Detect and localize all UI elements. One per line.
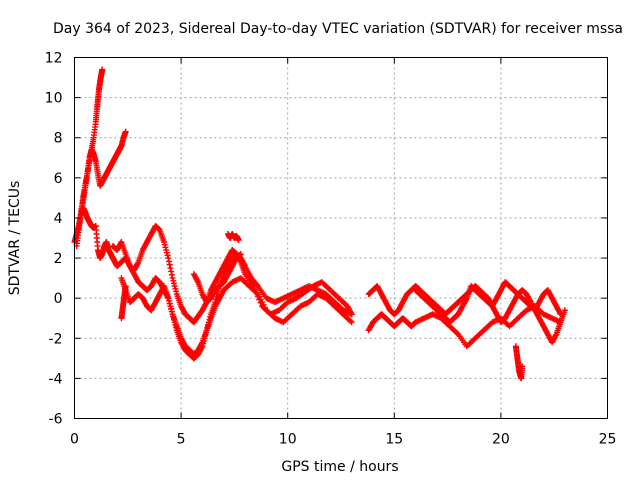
plot-frame [74,57,608,419]
y-tick-label: -6 [49,412,63,428]
grid-layer [74,57,608,419]
data-point [561,307,568,314]
x-tick-label: 0 [70,432,79,448]
y-tick-label: 8 [54,131,63,147]
y-axis-label: SDTVAR / TECUs [7,181,23,296]
data-point [166,261,173,268]
y-tick-label: 6 [54,171,63,187]
series-s10 [365,303,564,350]
x-tick-label: 15 [385,432,403,448]
y-tick-label: -2 [49,331,63,347]
data-point [557,311,564,318]
data-point [168,268,175,275]
tick-labels-layer: 0 5 10 15 20 25 -6 -4 -2 0 2 4 6 8 10 12 [45,51,617,448]
points-layer [71,66,568,382]
data-point [519,363,526,370]
x-tick-label: 5 [177,432,186,448]
data-point [99,66,106,73]
data-point [122,283,129,290]
y-tick-label: 10 [45,91,63,107]
series-s6 [190,251,244,306]
x-axis-label: GPS time / hours [281,459,398,475]
y-tick-label: -4 [49,371,63,387]
y-tick-label: 2 [54,251,63,267]
data-point [165,255,172,262]
y-tick-label: 4 [54,211,63,227]
series-s3 [73,204,355,362]
data-point [167,265,174,272]
data-point [235,237,242,244]
series-s7 [225,230,242,244]
series-s11 [412,279,564,326]
y-tick-label: 12 [45,51,63,67]
y-tick-label: 0 [54,291,63,307]
chart-title: Day 364 of 2023, Sidereal Day-to-day VTE… [53,21,623,37]
data-point [237,251,244,258]
x-tick-label: 20 [492,432,510,448]
x-tick-label: 10 [279,432,297,448]
series-s5 [118,275,355,358]
data-point [348,311,355,318]
data-point [348,319,355,326]
series-s12 [512,343,526,382]
data-point [168,271,175,278]
x-tick-label: 25 [599,432,617,448]
data-point [166,258,173,265]
data-point [122,128,129,135]
ticks-layer [74,57,608,419]
data-point [557,319,564,326]
series-s8 [118,283,129,322]
